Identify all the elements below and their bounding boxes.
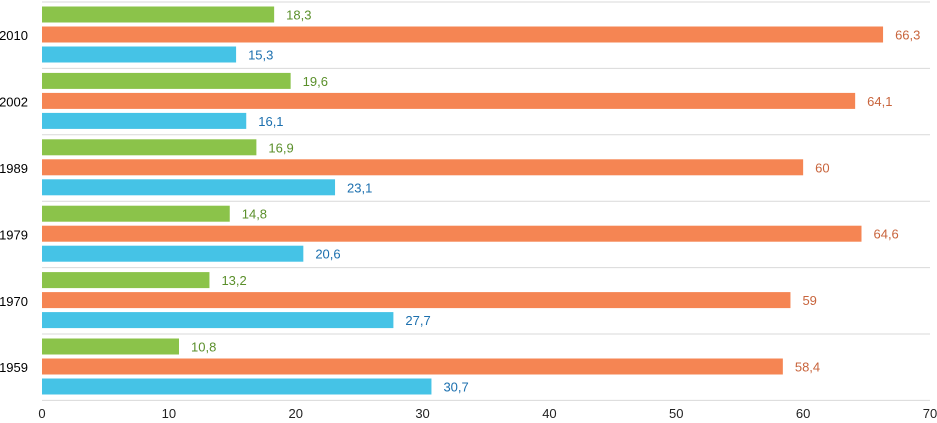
bar	[42, 245, 304, 262]
category-separators	[42, 1, 930, 401]
category-label: 1979	[0, 227, 28, 242]
bar	[42, 139, 257, 156]
bar	[42, 225, 862, 242]
data-label: 19,6	[303, 74, 328, 89]
data-label: 30,7	[443, 380, 468, 395]
data-label: 58,4	[795, 360, 820, 375]
data-label: 66,3	[895, 28, 920, 43]
data-label: 18,3	[286, 8, 311, 23]
category-label: 1989	[0, 161, 28, 176]
bars	[42, 6, 884, 395]
bar	[42, 112, 247, 129]
bar	[42, 179, 336, 196]
category-label: 1970	[0, 294, 28, 309]
bar	[42, 26, 884, 43]
data-labels: 18,3 66,3 15,3 19,6 64,1 16,1 16,9 60 23,1 14,8 64…	[191, 8, 920, 395]
data-label: 59	[802, 293, 816, 308]
data-label: 15,3	[248, 48, 273, 63]
bar	[42, 46, 237, 63]
bar	[42, 312, 394, 329]
data-label: 27,7	[405, 313, 430, 328]
x-tick-label: 70	[923, 406, 937, 421]
x-tick-label: 60	[796, 406, 810, 421]
data-label: 20,6	[315, 247, 340, 262]
data-label: 23,1	[347, 180, 372, 195]
x-tick-label: 50	[669, 406, 683, 421]
bar	[42, 92, 856, 109]
category-label: 2002	[0, 95, 28, 110]
category-labels: 2010 2002 1989 1979 1970 1959	[0, 28, 28, 375]
bar	[42, 338, 180, 355]
bar	[42, 72, 291, 89]
data-label: 16,9	[268, 140, 293, 155]
bar	[42, 378, 432, 395]
data-label: 13,2	[221, 273, 246, 288]
bar	[42, 6, 275, 23]
bar	[42, 272, 210, 289]
x-axis-tick-labels: 0 10 20 30 40 50 60 70	[38, 406, 937, 421]
bar	[42, 358, 783, 375]
data-label: 60	[815, 160, 829, 175]
category-label: 1959	[0, 360, 28, 375]
x-tick-label: 40	[542, 406, 556, 421]
data-label: 14,8	[242, 207, 267, 222]
x-tick-label: 0	[38, 406, 45, 421]
bar	[42, 159, 804, 176]
data-label: 64,6	[873, 227, 898, 242]
data-label: 64,1	[867, 94, 892, 109]
x-tick-label: 10	[162, 406, 176, 421]
bar	[42, 205, 230, 222]
data-label: 10,8	[191, 340, 216, 355]
x-tick-label: 20	[288, 406, 302, 421]
data-label: 16,1	[258, 114, 283, 129]
x-tick-label: 30	[415, 406, 429, 421]
bar	[42, 292, 791, 309]
category-label: 2010	[0, 28, 28, 43]
